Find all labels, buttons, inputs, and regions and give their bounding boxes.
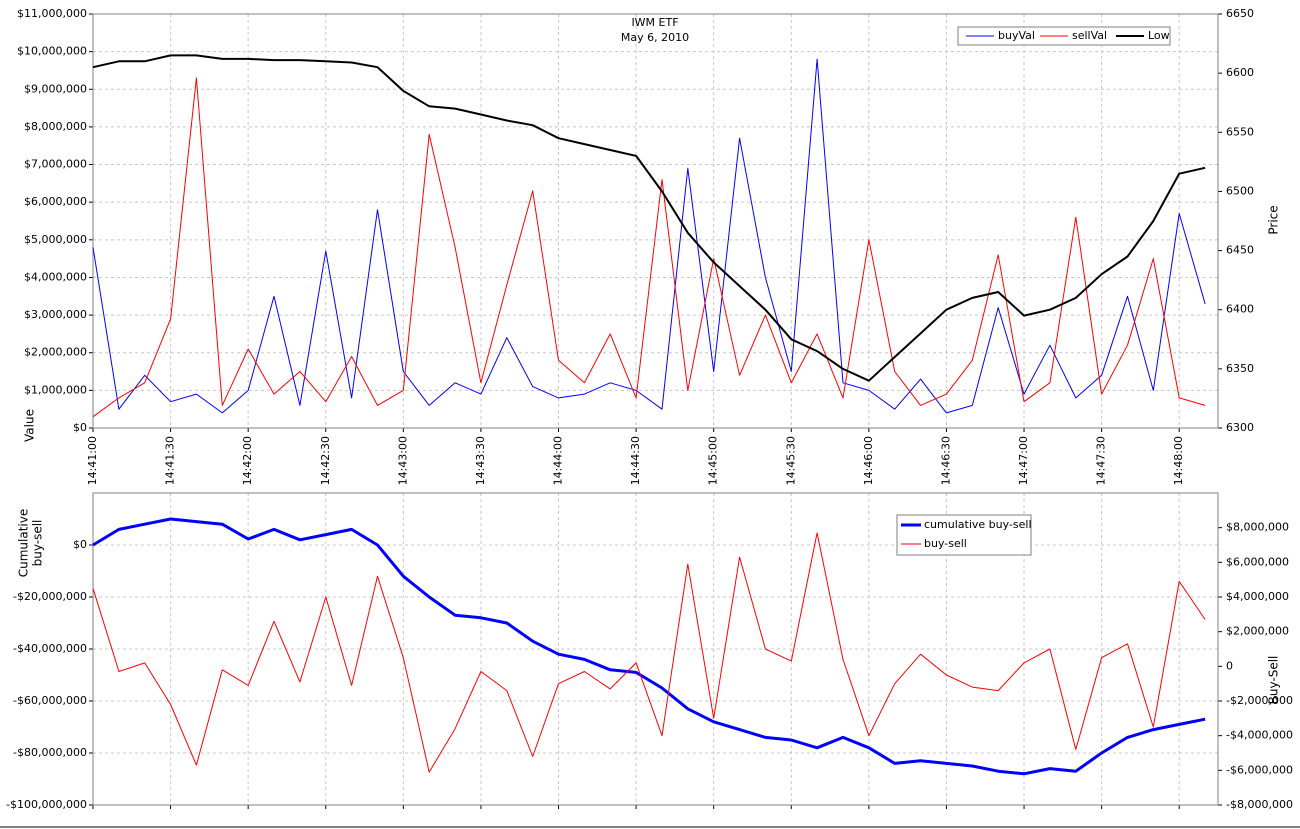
y-tick-label: $5,000,000 [24,233,87,246]
x-tick-label: 14:44:00 [552,436,565,485]
x-tick-label: 14:45:00 [707,436,720,485]
x-tick-label: 14:46:00 [862,436,875,485]
y-tick-label: $11,000,000 [17,7,87,20]
plot-frame [92,492,1219,806]
x-tick-label: 14:41:00 [86,436,99,485]
y-tick-label: -$80,000,000 [13,746,87,759]
y2-tick-label: 6650 [1226,7,1254,20]
y2-tick-label: 6300 [1226,421,1254,434]
y2-tick-label: 6450 [1226,244,1254,257]
legend-label: Low [1148,29,1170,42]
y2-tick-label: $8,000,000 [1226,521,1289,534]
y-tick-label: $2,000,000 [24,346,87,359]
series-line [92,77,1206,418]
y2-tick-label: -$2,000,000 [1226,694,1293,707]
y2-tick-label: -$4,000,000 [1226,729,1293,742]
y-tick-label: $0 [73,538,87,551]
series-line [92,54,1206,382]
y2-tick-label: 6500 [1226,184,1254,197]
x-tick-label: 14:47:30 [1095,436,1108,485]
y-axis-label: buy-sell [31,520,45,567]
x-tick-label: 14:43:30 [474,436,487,485]
x-tick-label: 14:42:30 [319,436,332,485]
y2-tick-label: $2,000,000 [1226,625,1289,638]
y-tick-label: $0 [73,421,87,434]
y2-tick-label: $6,000,000 [1226,555,1289,568]
y2-axis-label: Price [1267,205,1281,234]
y-tick-label: -$60,000,000 [13,694,87,707]
legend-label: sellVal [1072,29,1107,42]
y2-tick-label: 6600 [1226,66,1254,79]
series-line [92,532,1206,773]
y-tick-label: -$20,000,000 [13,590,87,603]
legend-label: buy-sell [924,537,967,550]
x-tick-label: 14:46:30 [939,436,952,485]
y-tick-label: $9,000,000 [24,82,87,95]
y2-axis-label: Buy-Sell [1267,656,1281,705]
plot-frame [92,13,1219,429]
y-tick-label: -$40,000,000 [13,642,87,655]
chart-subtitle: May 6, 2010 [621,31,689,44]
y-tick-label: $4,000,000 [24,270,87,283]
series-line [92,517,1206,776]
y-axis-label: Value [23,409,37,442]
y-tick-label: $7,000,000 [24,158,87,171]
legend-label: buyVal [998,29,1035,42]
y-tick-label: $8,000,000 [24,120,87,133]
y2-tick-label: $4,000,000 [1226,590,1289,603]
y2-tick-label: -$6,000,000 [1226,763,1293,776]
x-tick-label: 14:44:30 [629,436,642,485]
y-tick-label: $10,000,000 [17,45,87,58]
x-tick-label: 14:45:30 [784,436,797,485]
y2-tick-label: 6550 [1226,125,1254,138]
legend-box [896,514,1032,556]
legend-label: cumulative buy-sell [924,518,1032,531]
chart-title: IWM ETF [631,16,678,29]
y-tick-label: $6,000,000 [24,195,87,208]
y2-tick-label: 6350 [1226,362,1254,375]
x-tick-label: 14:43:00 [396,436,409,485]
y-tick-label: $3,000,000 [24,308,87,321]
y2-tick-label: 6400 [1226,303,1254,316]
y2-tick-label: 0 [1226,659,1233,672]
y-tick-label: $1,000,000 [24,383,87,396]
y-axis-label: Cumulative [17,509,31,578]
x-tick-label: 14:47:00 [1017,436,1030,485]
y2-tick-label: -$8,000,000 [1226,798,1293,811]
x-tick-label: 14:48:00 [1172,436,1185,485]
x-tick-label: 14:41:30 [164,436,177,485]
x-tick-label: 14:42:00 [241,436,254,485]
y-tick-label: -$100,000,000 [6,798,87,811]
